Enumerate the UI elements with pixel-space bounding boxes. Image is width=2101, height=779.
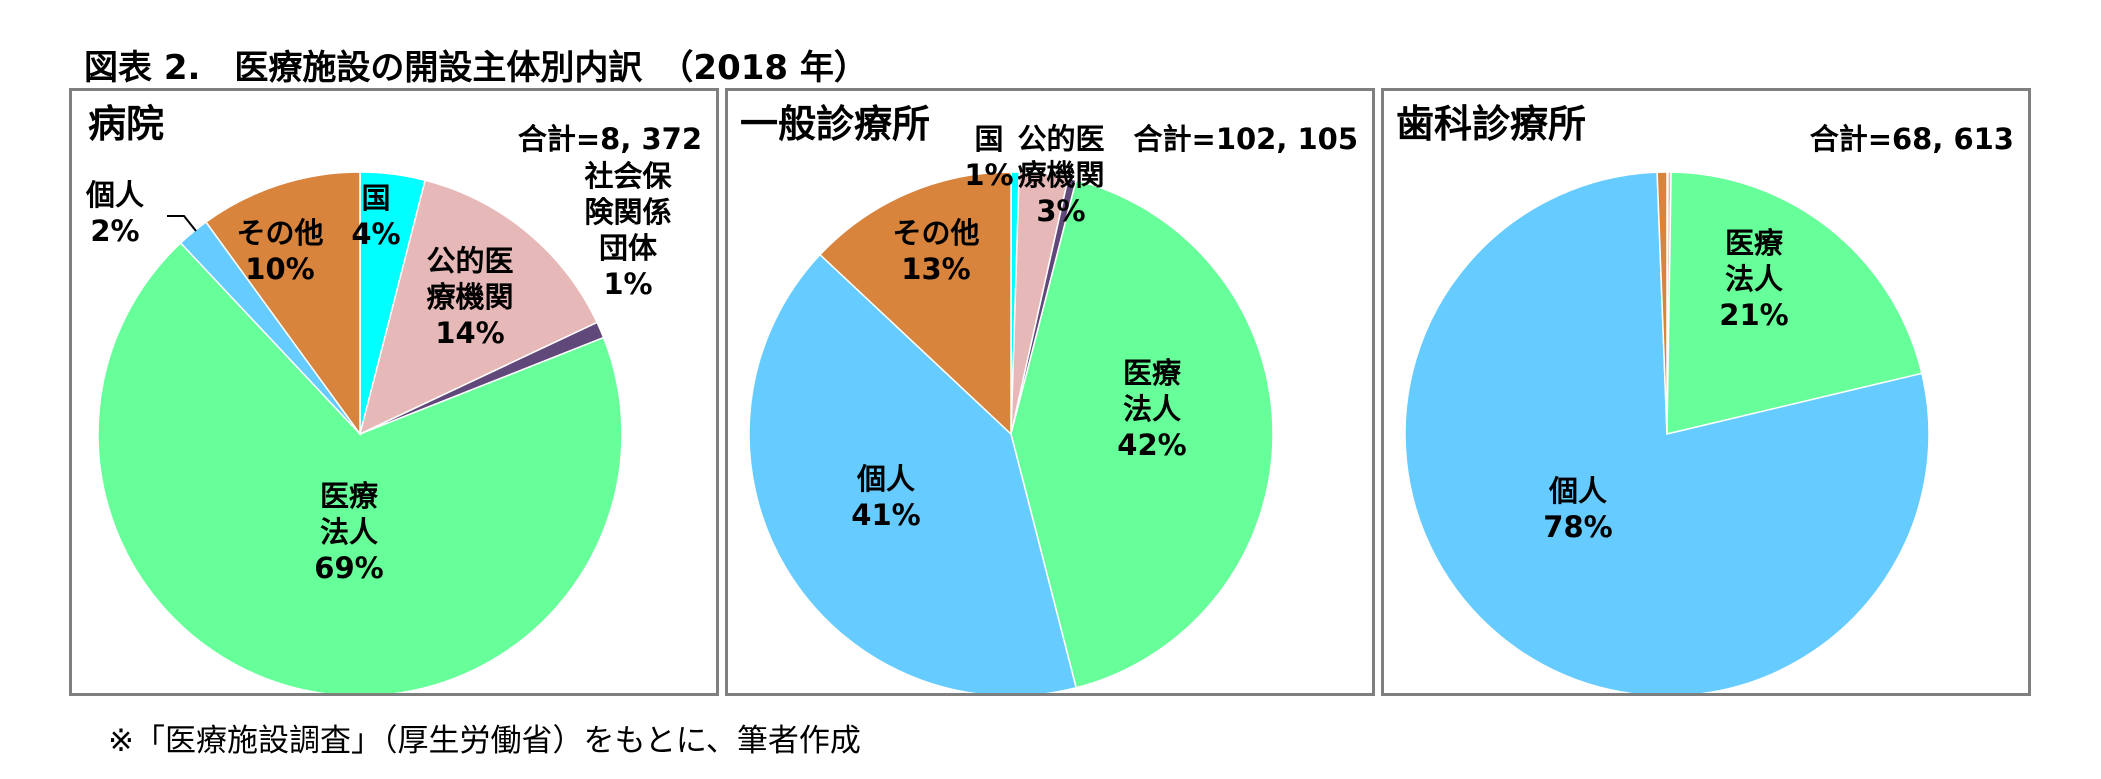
panel-general-clinic: 国 1% 公的医療機関 3% 医療法人 42% 個人 41% その他 13% 一般診療所 合計=102…	[725, 88, 1375, 696]
total-label-general-clinic: 合計=102, 105	[1134, 122, 1358, 156]
figure-title: 図表 2. 医療施設の開設主体別内訳 （2018 年）	[84, 48, 868, 88]
pie-slice-public-medical-institution	[358, 179, 599, 436]
pie-slice-other	[818, 171, 1012, 436]
panel-hospital: 国 4% 公的医療機関 14% 社会保険関係団体 1% 医療法人 69% 個人 2% その他 10% 病…	[69, 88, 719, 696]
slice-label-medical-corporation: 医療法人 42%	[1117, 356, 1186, 462]
slice-label-individual: 個人 78%	[1543, 474, 1612, 544]
slice-label-social-insurance-org: 社会保険関係団体 1%	[584, 159, 672, 301]
panel-title-hospital: 病院	[88, 102, 164, 146]
pie-slice-medical-corporation	[1010, 179, 1274, 689]
panel-title-general-clinic: 一般診療所	[740, 102, 930, 146]
pie-slice-medical-corporation	[1666, 171, 1923, 435]
panel-title-dental-clinic: 歯科診療所	[1396, 102, 1586, 146]
slice-label-national: 国 1%	[964, 122, 1013, 192]
slice-label-public-medical-institution: 公的医療機関 14%	[426, 244, 513, 350]
total-label-dental-clinic: 合計=68, 613	[1810, 122, 2014, 156]
slice-label-national: 国 4%	[351, 181, 400, 251]
leader-line-individual	[167, 215, 197, 232]
pie-chart-dental-clinic: 医療法人 21% 個人 78% 歯科診療所 合計=68, 613	[1396, 102, 2014, 693]
slice-label-other: その他 13%	[892, 216, 979, 286]
panel-dental-clinic: 医療法人 21% 個人 78% 歯科診療所 合計=68, 613	[1381, 88, 2031, 696]
slice-label-public-medical-institution: 公的医療機関 3%	[1017, 122, 1104, 228]
source-note: ※「医療施設調査」（厚生労働省）をもとに、筆者作成	[108, 723, 861, 759]
slice-label-medical-corporation: 医療法人 21%	[1719, 226, 1788, 332]
pie-slice-individual	[1404, 171, 1930, 693]
pie-chart-general-clinic: 国 1%公的医療機関 3% 医療法人 42% 個人 41% その他 13% 一般診療所 合計=102…	[740, 102, 1358, 693]
pie-slice-medical-corporation	[97, 241, 623, 693]
pie-slice-other	[1656, 171, 1668, 435]
slice-label-other: その他 10%	[236, 216, 323, 286]
slice-label-individual: 個人 41%	[851, 462, 920, 532]
pie-slice-individual	[748, 253, 1078, 693]
slice-label-individual: 個人 2%	[85, 178, 144, 248]
total-label-hospital: 合計=8, 372	[518, 122, 702, 156]
slice-label-medical-corporation: 医療法人 69%	[314, 479, 383, 585]
pie-chart-hospital: 国 4% 公的医療機関 14% 社会保険関係団体 1% 医療法人 69% 個人 2% その他 10% 病…	[85, 102, 702, 693]
pie-slice-other	[204, 171, 361, 437]
